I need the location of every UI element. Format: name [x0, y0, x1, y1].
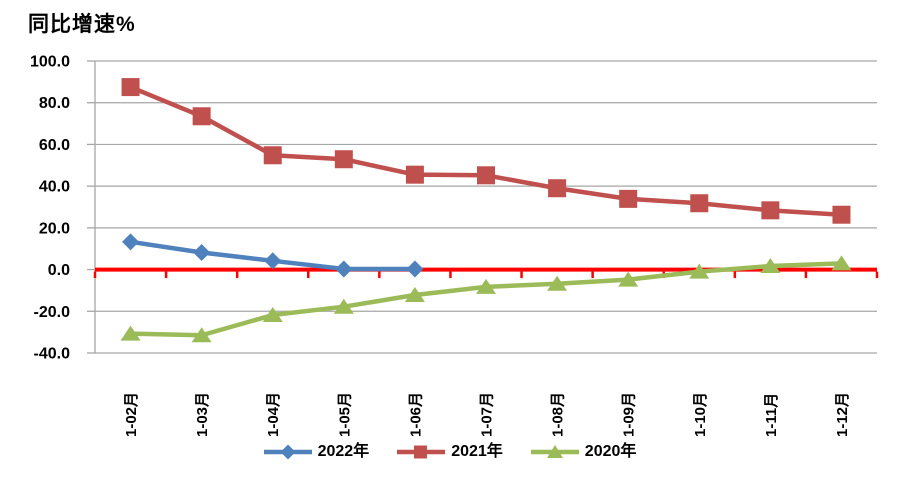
data-point-square — [619, 189, 638, 208]
legend-label-2021: 2021年 — [451, 443, 503, 460]
data-point-triangle — [618, 271, 639, 287]
y-axis — [87, 60, 96, 354]
series-2021年 — [121, 78, 851, 224]
y-tick-label: 60.0 — [39, 137, 70, 154]
data-point-triangle — [191, 327, 212, 343]
series-2020年 — [120, 255, 852, 343]
data-point-triangle — [689, 263, 710, 279]
data-point-triangle — [120, 325, 141, 341]
x-tick-label: 1-08月 — [550, 392, 567, 437]
data-point-square — [334, 150, 353, 169]
x-tick-label: 1-04月 — [265, 392, 282, 437]
data-point-triangle — [547, 275, 568, 291]
data-point-triangle — [333, 298, 354, 314]
legend-marker — [414, 445, 428, 459]
zero-line — [93, 267, 879, 279]
data-point-triangle — [476, 278, 496, 294]
data-point-square — [405, 165, 424, 184]
y-tick-label: -40.0 — [34, 346, 71, 363]
data-point-square — [263, 146, 282, 165]
y-tick-labels: 100.0 80.0 60.0 40.0 20.0 0.0 -20.0 -40.0 — [30, 54, 70, 363]
x-tick-label: 1-06月 — [407, 392, 424, 437]
data-point-square — [548, 179, 567, 198]
x-tick-label: 1-09月 — [621, 392, 638, 437]
y-tick-label: 40.0 — [39, 179, 70, 196]
legend-label-2020: 2020年 — [584, 443, 637, 460]
data-point-square — [121, 78, 140, 97]
x-tick-label: 1-10月 — [692, 392, 709, 437]
data-point-square — [761, 201, 780, 220]
series-line — [129, 84, 842, 217]
data-point-square — [477, 166, 495, 185]
legend-marker — [546, 445, 563, 458]
y-tick-label: 20.0 — [39, 220, 70, 237]
legend-swatch-2021-square-icon — [397, 445, 446, 459]
legend-item-2021: 2021年 — [397, 443, 503, 461]
data-point-diamond — [335, 260, 353, 278]
x-tick-label: 1-03月 — [194, 392, 211, 437]
y-tick-label: 80.0 — [39, 95, 70, 112]
data-point-square — [690, 194, 709, 213]
legend-item-2022: 2022年 — [263, 443, 370, 461]
data-point-triangle — [831, 255, 852, 271]
data-point-square — [192, 107, 211, 126]
x-tick-label: 1-05月 — [336, 392, 353, 437]
legend-label-2022: 2022年 — [317, 443, 370, 460]
legend-swatch-2020-triangle-icon — [530, 445, 579, 458]
x-tick-labels: 1-02月 1-03月 1-04月 1-05月 1-06月 1-07月 1-08月 1-09月… — [123, 392, 851, 437]
x-tick-label: 1-02月 — [123, 392, 140, 437]
chart-title: 同比增速% — [28, 13, 136, 36]
data-point-triangle — [404, 287, 425, 303]
x-tick-label: 1-11月 — [763, 393, 780, 437]
legend-swatch-2022-diamond-icon — [263, 444, 312, 460]
y-tick-label: 100.0 — [30, 54, 70, 71]
data-point-triangle — [760, 258, 781, 274]
x-tick-label: 1-12月 — [834, 392, 851, 437]
line-chart: 100.080.060.040.020.00.0-20.0-40.01-02月 1… — [30, 54, 879, 437]
data-point-square — [832, 205, 851, 224]
y-tick-label: 0.0 — [48, 262, 70, 279]
data-point-diamond — [264, 252, 282, 270]
data-point-diamond — [122, 233, 140, 251]
y-tick-label: -20.0 — [34, 304, 71, 321]
x-tick-label: 1-07月 — [479, 392, 496, 437]
data-point-diamond — [193, 243, 211, 261]
chart-legend: 2022年 2021年 2020年 — [0, 443, 900, 461]
legend-item-2020: 2020年 — [530, 443, 637, 461]
series-2022年 — [122, 233, 424, 278]
data-point-triangle — [262, 307, 283, 323]
y-gridlines — [95, 60, 877, 354]
data-point-diamond — [406, 260, 424, 278]
legend-marker — [280, 444, 296, 460]
